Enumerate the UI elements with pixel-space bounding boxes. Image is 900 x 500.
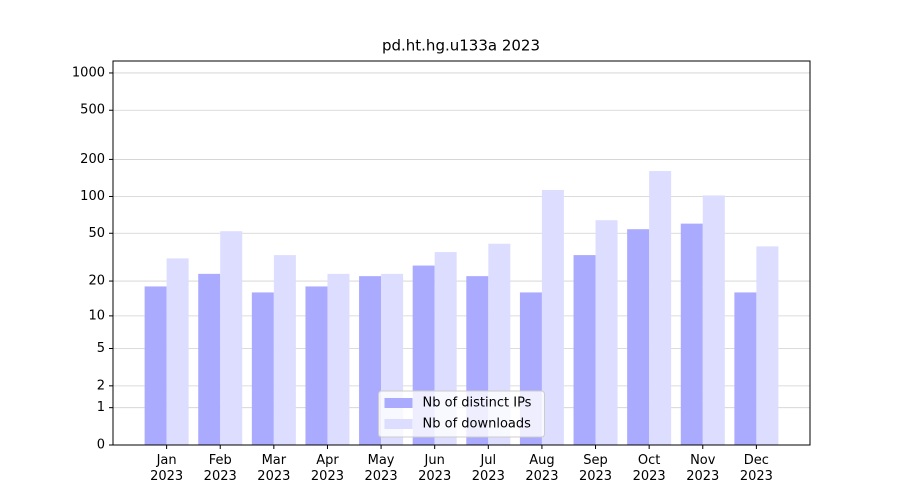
- bar: [627, 229, 650, 445]
- bar: [327, 273, 350, 445]
- bar: [220, 231, 243, 445]
- x-tick-label: Jan 2023: [150, 453, 184, 484]
- y-tick-label: 10: [88, 308, 105, 323]
- y-tick-label: 20: [88, 274, 105, 289]
- bar: [198, 273, 221, 445]
- x-tick-label: Sep 2023: [578, 453, 613, 484]
- x-tick-label: Mar 2023: [257, 453, 291, 484]
- bar: [273, 255, 296, 445]
- legend-swatch: [384, 419, 413, 429]
- bar: [359, 276, 382, 445]
- legend: Nb of distinct IPs Nb of downloads: [378, 390, 545, 438]
- x-tick-label: Oct 2023: [632, 453, 666, 484]
- bar: [649, 171, 672, 445]
- bar: [305, 286, 328, 445]
- y-tick-label: 100: [80, 189, 105, 204]
- bar: [756, 246, 779, 445]
- y-tick-label: 1000: [72, 65, 105, 80]
- y-tick-label: 1: [97, 400, 105, 415]
- legend-swatch: [384, 398, 413, 408]
- bar: [166, 258, 189, 445]
- plot-frame: [112, 60, 811, 446]
- x-tick-label: Jun 2023: [418, 453, 452, 484]
- x-tick-label: Jul 2023: [471, 453, 505, 484]
- bar: [595, 220, 618, 445]
- x-tick-label: Apr 2023: [310, 453, 344, 484]
- x-tick-label: May 2023: [364, 453, 398, 484]
- chart-title: pd.ht.hg.u133a 2023: [382, 37, 540, 55]
- legend-box: [378, 390, 545, 438]
- bar: [734, 292, 757, 445]
- x-tick-label: Feb 2023: [203, 453, 237, 484]
- bar: [680, 223, 703, 445]
- x-tick-label: Aug 2023: [525, 453, 559, 484]
- y-tick-label: 5: [97, 341, 105, 356]
- legend-label: Nb of distinct IPs: [423, 396, 532, 411]
- y-tick-label: 0: [97, 438, 105, 453]
- bar: [251, 292, 274, 445]
- y-tick-label: 200: [80, 152, 105, 167]
- x-tick-label: Nov 2023: [686, 453, 720, 484]
- y-tick-label: 2: [97, 378, 105, 393]
- bar: [573, 255, 596, 445]
- bar: [702, 195, 725, 445]
- y-tick-label: 50: [88, 226, 105, 241]
- legend-label: Nb of downloads: [423, 417, 532, 432]
- bar: [541, 189, 564, 445]
- y-tick-label: 500: [80, 103, 105, 118]
- x-tick-label: Dec 2023: [739, 453, 773, 484]
- bar: [144, 286, 167, 445]
